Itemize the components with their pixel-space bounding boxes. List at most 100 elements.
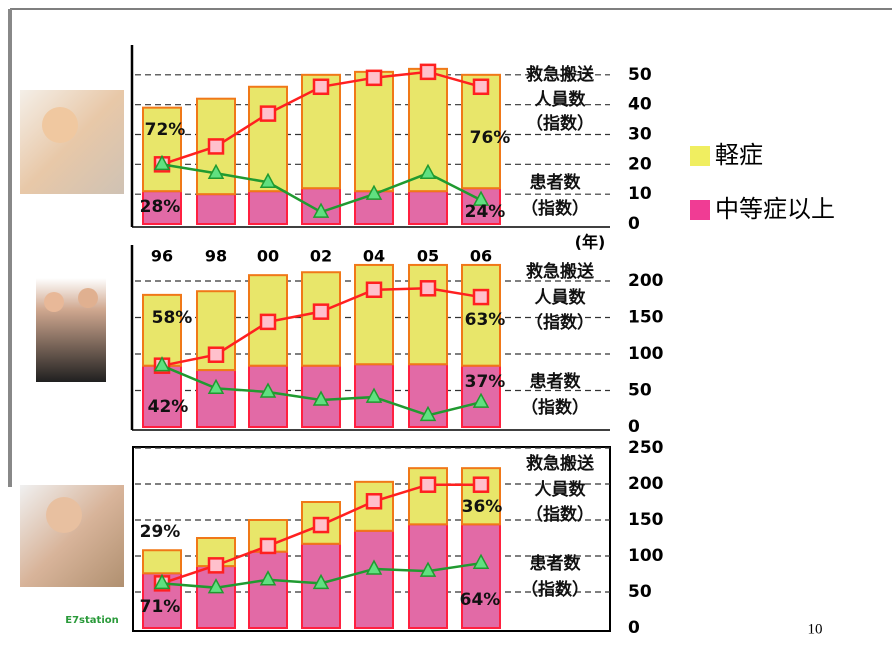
marker-triangle [419, 163, 437, 180]
y-tick-label: 50 [628, 65, 652, 85]
annotation: 人員数 [535, 479, 587, 500]
y-tick-label: 0 [628, 618, 640, 638]
annotation: （指数） [526, 504, 594, 525]
bar-mild [354, 263, 394, 366]
frame-left [8, 9, 12, 487]
marker-triangle [153, 154, 171, 171]
y-tick-label: 150 [628, 308, 664, 328]
share-label: 28% [140, 197, 181, 217]
annotation: 患者数 [530, 553, 582, 574]
marker-square [259, 105, 277, 122]
bar-mild [142, 293, 182, 367]
marker-square [419, 63, 437, 81]
marker-triangle [472, 392, 490, 408]
logo: E7station [65, 615, 118, 626]
annotation: （指数） [521, 198, 589, 219]
bar-mild [142, 106, 182, 193]
y-tick-label: 0 [628, 214, 640, 234]
marker-triangle [312, 202, 330, 218]
y-tick-label: 100 [628, 546, 664, 566]
marker-triangle [207, 578, 225, 594]
marker-triangle [472, 190, 490, 206]
marker-triangle [472, 553, 490, 569]
marker-square [365, 69, 383, 87]
marker-square [259, 537, 277, 555]
x-tick-label: 05 [417, 247, 439, 266]
marker-triangle [419, 405, 437, 422]
bar-moderate [408, 190, 448, 225]
bar-mild [142, 549, 182, 575]
x-unit: (年) [575, 233, 606, 252]
marker-square [365, 493, 383, 510]
marker-triangle [207, 163, 225, 180]
marker-square [365, 281, 383, 299]
marker-square [312, 78, 330, 96]
marker-triangle [259, 382, 277, 398]
bar-moderate [248, 550, 288, 629]
annotation: （指数） [521, 397, 589, 418]
annotation: 救急搬送 [526, 64, 595, 85]
marker-triangle [312, 573, 330, 590]
photo-face [46, 497, 82, 533]
annotation: 人員数 [535, 89, 587, 110]
marker-triangle [259, 570, 277, 586]
marker-square [419, 476, 437, 493]
x-tick-label: 96 [151, 247, 173, 266]
share-label: 36% [462, 497, 503, 517]
legend-swatch [690, 146, 710, 166]
y-tick-label: 20 [628, 154, 652, 174]
share-label: 29% [140, 522, 181, 542]
share-label: 37% [465, 372, 506, 392]
marker-triangle [365, 387, 383, 403]
share-label: 64% [460, 590, 501, 610]
annotation: 患者数 [530, 172, 582, 193]
photo-face [78, 288, 98, 308]
marker-triangle [153, 356, 171, 372]
y-tick-label: 10 [628, 184, 652, 204]
page-number: 10 [808, 621, 823, 637]
marker-square [472, 288, 490, 306]
marker-square [312, 303, 330, 320]
marker-triangle [207, 378, 225, 395]
y-tick-label: 50 [628, 582, 652, 602]
x-tick-label: 04 [363, 247, 385, 266]
marker-square [259, 313, 277, 331]
share-label: 63% [465, 310, 506, 330]
y-tick-label: 200 [628, 271, 664, 291]
share-label: 71% [140, 597, 181, 617]
marker-triangle [365, 559, 383, 575]
bar-moderate [142, 572, 182, 630]
bar-moderate [142, 190, 182, 225]
y-tick-label: 40 [628, 95, 652, 115]
marker-square [207, 557, 225, 574]
bar-moderate [196, 565, 236, 630]
marker-square [207, 138, 225, 155]
share-label: 76% [470, 128, 511, 148]
marker-triangle [419, 561, 437, 577]
marker-triangle [365, 184, 383, 200]
bar-mild [354, 70, 394, 193]
y-tick-label: 150 [628, 510, 664, 530]
annotation: 救急搬送 [526, 453, 595, 474]
annotation: （指数） [526, 113, 594, 134]
bar-mild [461, 263, 501, 367]
y-tick-label: 30 [628, 125, 652, 145]
bar-mild [408, 263, 448, 366]
annotation: 人員数 [535, 287, 587, 308]
share-label: 42% [148, 397, 189, 417]
plot-frame [132, 446, 611, 632]
marker-square [472, 476, 490, 493]
marker-square [312, 516, 330, 534]
marker-square [207, 346, 225, 363]
share-label: 72% [145, 120, 186, 140]
marker-triangle [259, 172, 277, 188]
share-label: 24% [465, 202, 506, 222]
y-tick-label: 50 [628, 381, 652, 401]
annotation: （指数） [526, 312, 594, 333]
bar-moderate [354, 529, 394, 629]
legend-label: 軽症 [715, 141, 763, 169]
marker-square [472, 78, 490, 96]
bar-moderate [142, 364, 182, 428]
bar-moderate [248, 190, 288, 225]
